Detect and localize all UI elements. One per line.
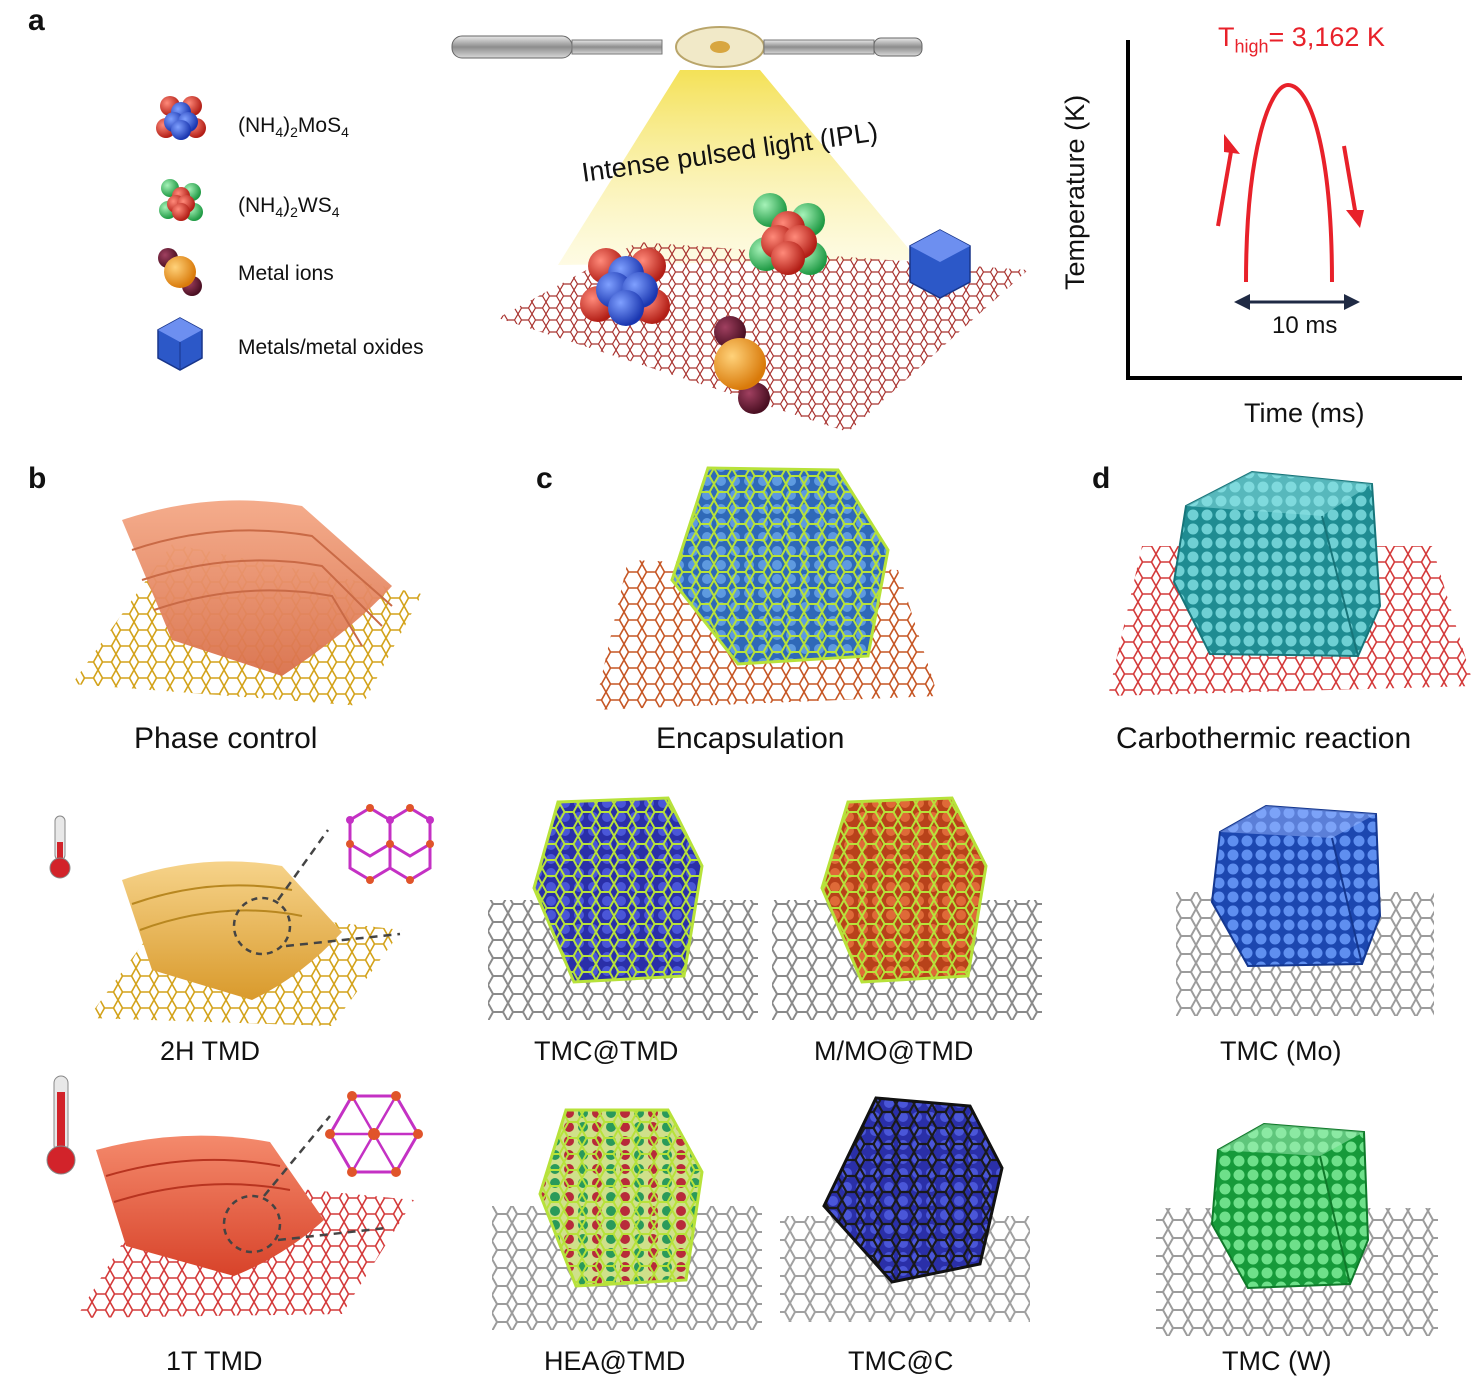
tmc-at-tmd-illustration: [488, 796, 758, 1020]
temperature-plot: [1126, 40, 1462, 380]
ipl-scene: [451, 26, 1028, 432]
2h-lattice-icon: [346, 804, 434, 884]
x-axis-label: Time (ms): [1244, 398, 1365, 428]
caption-tmc-at-tmd: TMC@TMD: [534, 1036, 679, 1066]
light-beam: [558, 70, 918, 265]
tmc-mo-illustration: [1176, 804, 1434, 1016]
legend-icons: [156, 96, 206, 371]
tmc-at-c-illustration: [780, 1096, 1030, 1322]
phase-control-illustration: [72, 500, 422, 706]
panel-letter-d: d: [1092, 462, 1111, 495]
temperature-pulse-curve: [1244, 82, 1334, 283]
1t-lattice-icon: [325, 1091, 423, 1177]
thermometer-high-icon: [46, 1075, 76, 1175]
legend-label-ws4: (NH4)2WS4: [238, 194, 340, 221]
carbothermic-illustration: [1108, 470, 1472, 696]
caption-mmo-at-tmd: M/MO@TMD: [814, 1036, 974, 1066]
caption-phase-control: Phase control: [134, 722, 318, 755]
hea-at-tmd-illustration: [492, 1108, 762, 1330]
t-high-label: Thigh= 3,162 K: [1218, 22, 1385, 57]
legend-label-metal-ions: Metal ions: [238, 262, 334, 285]
legend-label-mos4: (NH4)2MoS4: [238, 114, 349, 141]
caption-hea-at-tmd: HEA@TMD: [544, 1346, 686, 1376]
rise-arrow: [1216, 145, 1234, 227]
xenon-lamp-icon: [451, 26, 923, 68]
panel-letter-b: b: [28, 462, 47, 495]
caption-carbothermic: Carbothermic reaction: [1116, 722, 1412, 755]
metal-oxide-on-substrate: [909, 229, 971, 299]
caption-tmc-w: TMC (W): [1222, 1346, 1332, 1376]
mos4-cluster-on-substrate: [580, 248, 670, 326]
y-axis-label: Temperature (K): [1060, 94, 1090, 290]
mos4-cluster-icon: [156, 96, 206, 140]
caption-1t-tmd: 1T TMD: [166, 1346, 263, 1376]
panel-letter-a: a: [28, 4, 45, 37]
tmc-w-illustration: [1156, 1122, 1438, 1336]
legend-label-metal-oxides: Metals/metal oxides: [238, 336, 424, 359]
ws4-cluster-icon: [159, 179, 203, 221]
mmo-at-tmd-illustration: [772, 796, 1042, 1020]
thermometer-low-icon: [49, 815, 71, 879]
metal-ion-icon: [158, 248, 202, 296]
caption-encapsulation: Encapsulation: [656, 722, 845, 755]
panel-letter-c: c: [536, 462, 553, 495]
caption-tmc-at-c: TMC@C: [848, 1346, 954, 1376]
1t-tmd-illustration: [76, 1091, 423, 1318]
metal-ion-on-substrate: [714, 316, 770, 414]
duration-label: 10 ms: [1272, 312, 1338, 339]
caption-tmc-mo: TMC (Mo): [1220, 1036, 1342, 1066]
metal-oxide-icon: [157, 317, 203, 371]
caption-2h-tmd: 2H TMD: [160, 1036, 261, 1066]
encapsulation-illustration: [594, 466, 938, 710]
ws4-cluster-on-substrate: [749, 193, 827, 275]
2h-tmd-illustration: [88, 804, 434, 1026]
fall-arrow: [1342, 145, 1358, 217]
